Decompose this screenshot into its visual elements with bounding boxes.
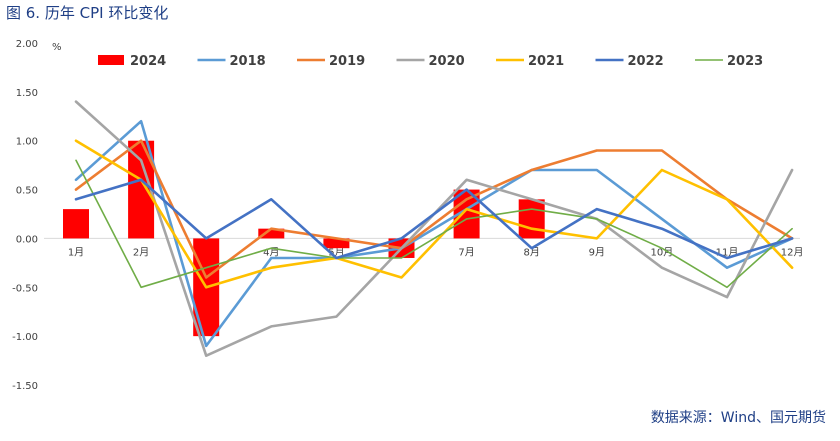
line-series-2019 xyxy=(74,139,794,279)
line-series-group xyxy=(74,100,794,358)
line-series-2023 xyxy=(75,159,793,289)
legend-label-2021: 2021 xyxy=(528,54,564,69)
x-tick-label: 8月 xyxy=(524,246,540,258)
x-tick-label: 1月 xyxy=(68,246,84,258)
x-tick-label: 10月 xyxy=(651,246,674,258)
y-tick-label: -1.00 xyxy=(12,332,38,343)
x-tick-label: 7月 xyxy=(458,246,474,258)
legend-swatch-2024 xyxy=(98,55,124,65)
y-tick-label: 0.50 xyxy=(16,186,38,197)
legend-label-2020: 2020 xyxy=(429,54,465,69)
x-tick-label: 12月 xyxy=(781,246,804,258)
x-tick-label: 2月 xyxy=(133,246,149,258)
figure-title: 图 6. 历年 CPI 环比变化 xyxy=(6,4,169,22)
y-tick-label: 2.00 xyxy=(16,39,38,50)
x-tick-label: 9月 xyxy=(589,246,605,258)
y-axis: 2.00 1.50 1.00 0.50 0.00 -0.50 -1.00 -1.50 xyxy=(12,39,38,392)
y-tick-label: 1.00 xyxy=(16,137,38,148)
y-tick-label: 1.50 xyxy=(16,88,38,99)
bar-2024-5 xyxy=(323,238,350,249)
y-tick-label: -1.50 xyxy=(12,381,38,392)
line-series-2018 xyxy=(74,119,794,348)
legend: 2024 2018 2019 2020 2021 2022 2023 xyxy=(98,54,763,69)
y-unit-label: % xyxy=(52,42,62,53)
legend-label-2024: 2024 xyxy=(130,54,166,69)
y-tick-label: 0.00 xyxy=(16,234,38,245)
legend-label-2023: 2023 xyxy=(727,54,763,69)
bar-2024-4 xyxy=(258,228,285,239)
bar-2024-8 xyxy=(518,199,545,239)
legend-label-2019: 2019 xyxy=(329,54,365,69)
legend-label-2022: 2022 xyxy=(628,54,664,69)
source-note: 数据来源：Wind、国元期货 xyxy=(650,410,826,426)
bar-2024-1 xyxy=(63,209,89,239)
line-series-2021 xyxy=(74,139,794,289)
y-tick-label: -0.50 xyxy=(12,283,38,294)
legend-label-2018: 2018 xyxy=(230,54,266,69)
line-series-2022 xyxy=(74,178,794,260)
